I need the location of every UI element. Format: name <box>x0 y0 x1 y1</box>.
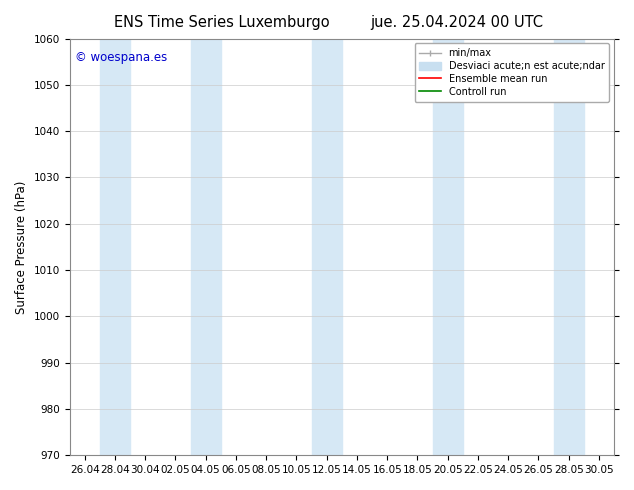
Text: jue. 25.04.2024 00 UTC: jue. 25.04.2024 00 UTC <box>370 15 543 30</box>
Bar <box>432 39 463 455</box>
Y-axis label: Surface Pressure (hPa): Surface Pressure (hPa) <box>15 180 28 314</box>
Legend: min/max, Desviaci acute;n est acute;ndar, Ensemble mean run, Controll run: min/max, Desviaci acute;n est acute;ndar… <box>415 44 609 102</box>
Bar <box>553 39 584 455</box>
Text: ENS Time Series Luxemburgo: ENS Time Series Luxemburgo <box>114 15 330 30</box>
Bar <box>311 39 342 455</box>
Bar <box>100 39 130 455</box>
Text: © woespana.es: © woespana.es <box>75 51 167 64</box>
Bar <box>191 39 221 455</box>
